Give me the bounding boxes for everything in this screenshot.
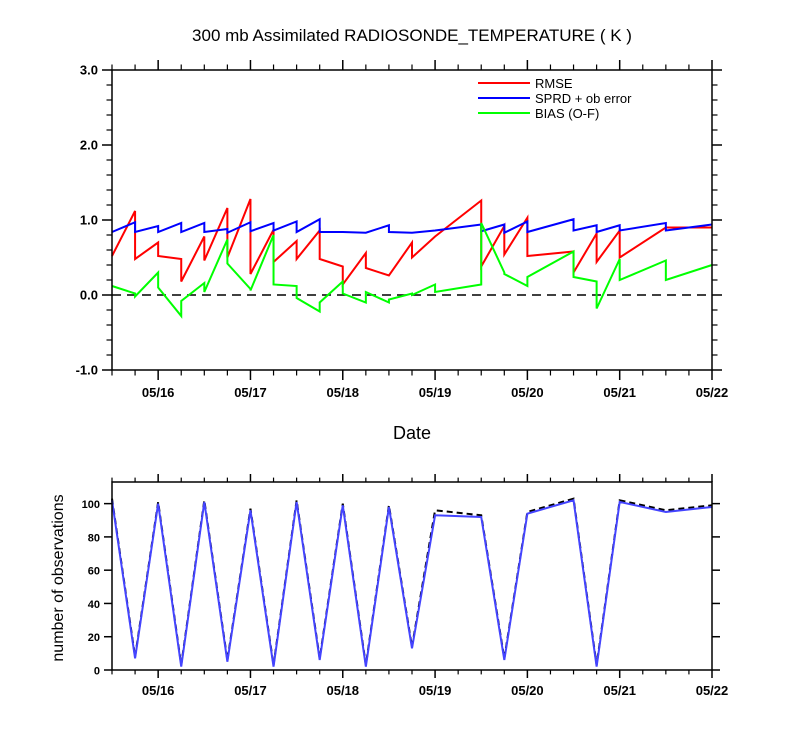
bottom-y-tick-label: 0: [94, 666, 100, 678]
bottom-x-tick-label: 05/19: [419, 683, 452, 698]
top-series-0-line: [111, 198, 712, 288]
top-y-tick-label: 2.0: [80, 138, 98, 153]
bottom-y-tick-label: 60: [88, 566, 100, 578]
top-x-tick-label: 05/21: [603, 385, 636, 400]
top-plot-frame: [111, 69, 713, 371]
bottom-y-tick-label: 20: [88, 632, 100, 644]
top-x-tick-label: 05/17: [234, 385, 267, 400]
top-y-tick-label: -1.0: [76, 363, 98, 378]
bottom-x-tick-label: 05/20: [511, 683, 544, 698]
top-series-1-line: [111, 217, 713, 235]
top-y-tick-label: 1.0: [80, 213, 98, 228]
top-x-tick-label: 05/20: [511, 385, 544, 400]
bottom-x-tick-label: 05/16: [142, 683, 175, 698]
bottom-chart-ylabel: number of observations: [50, 494, 67, 661]
bottom-y-tick-label: 80: [88, 532, 100, 544]
top-chart-xlabel: Date: [393, 423, 431, 443]
top-x-tick-label: 05/22: [696, 385, 729, 400]
bottom-x-tick-label: 05/22: [696, 683, 729, 698]
top-y-tick-label: 0.0: [80, 288, 98, 303]
top-panel: 05/16 05/17 05/18 05/19 05/20 05/21 05/22 -1.0 0…: [76, 60, 729, 400]
bottom-y-tick-label: 100: [82, 499, 100, 511]
top-x-tick-label: 05/16: [142, 385, 175, 400]
top-legend-label-1: SPRD + ob error: [535, 91, 632, 106]
top-x-tick-label: 05/18: [326, 385, 359, 400]
bottom-panel: 05/16 05/17 05/18 05/19 05/20 05/21 05/22 0 20 40…: [82, 474, 729, 698]
top-x-tick-label: 05/19: [419, 385, 452, 400]
top-chart-title: 300 mb Assimilated RADIOSONDE_TEMPERATUR…: [192, 26, 632, 45]
bottom-x-tick-label: 05/21: [603, 683, 636, 698]
bottom-x-tick-label: 05/17: [234, 683, 267, 698]
bottom-series-1-line: [111, 499, 713, 667]
bottom-x-tick-label: 05/18: [326, 683, 359, 698]
top-legend-label-0: RMSE: [535, 76, 573, 91]
top-legend-label-2: BIAS (O-F): [535, 106, 599, 121]
top-series-2-line: [111, 222, 713, 319]
bottom-y-tick-label: 40: [88, 599, 100, 611]
top-y-tick-label: 3.0: [80, 63, 98, 78]
